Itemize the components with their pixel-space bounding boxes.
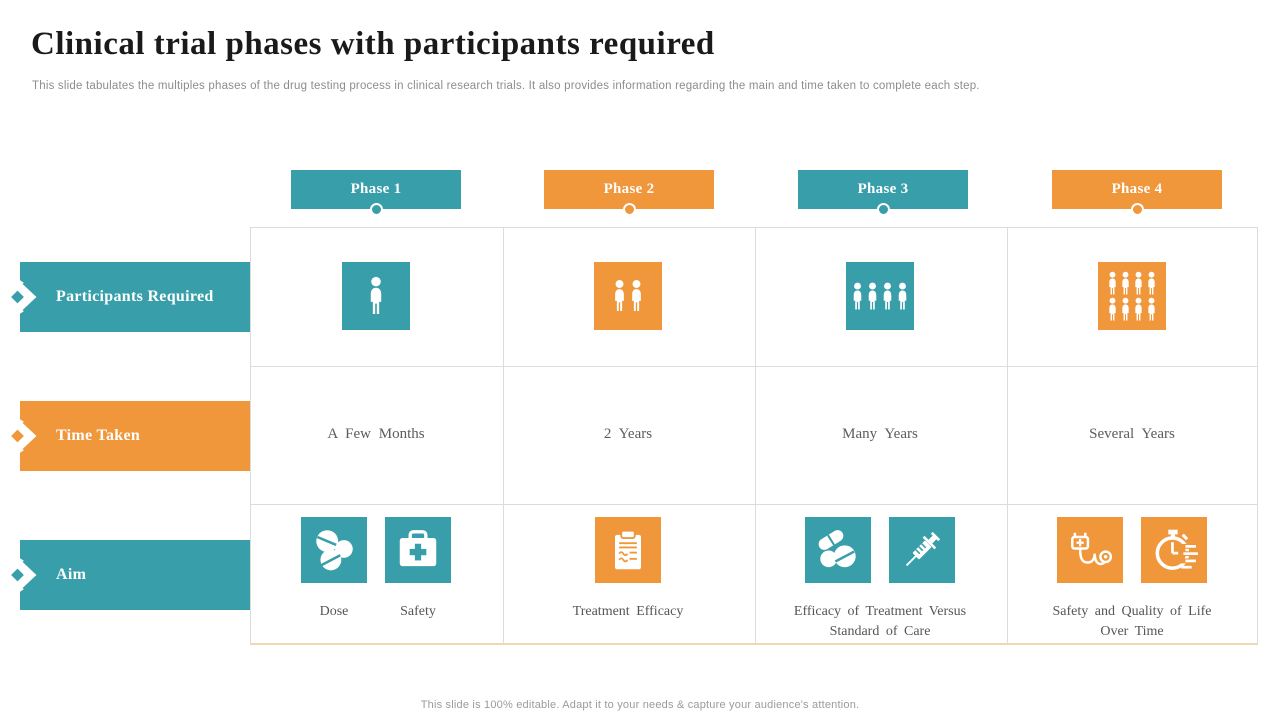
row-label-text: Participants Required: [20, 262, 250, 332]
person-icon: [1135, 271, 1142, 294]
phase-2-label: Phase 2: [544, 170, 714, 209]
person-icon: [1135, 297, 1142, 320]
aim-label: Treatment Efficacy: [572, 604, 684, 619]
participants-cell-phase-1: [250, 227, 502, 365]
time-cell-phase-4: Several Years: [1089, 425, 1175, 442]
stethoscope-icon: [1071, 532, 1113, 566]
grid-divider: [503, 228, 504, 643]
grid-divider: [251, 504, 1257, 505]
person-icon: [342, 262, 410, 330]
person-icon: [1109, 271, 1116, 294]
participants-cell-phase-4: [1006, 227, 1258, 365]
row-label-aim: Aim: [6, 540, 250, 610]
aim-cell-phase-1: Dose Safety: [250, 503, 502, 645]
aim-label: Dose: [319, 604, 349, 619]
stopwatch-icon: [1155, 529, 1199, 570]
time-cell-phase-2: 2 Years: [603, 425, 653, 442]
person-icon: [1148, 271, 1155, 294]
aim-label: Efficacy of Treatment Versus Standard of…: [793, 604, 967, 640]
phase-3-header: Phase 3: [798, 170, 968, 216]
row-label-text: Time Taken: [20, 401, 250, 471]
person-icon: [898, 282, 907, 309]
person-icon: [846, 262, 914, 330]
phase-3-label: Phase 3: [798, 170, 968, 209]
aim-cell-phase-4: Safety and Quality of Life Over Time: [1006, 503, 1258, 645]
aim-label-group: Dose Safety: [292, 602, 460, 622]
time-cell-phase-3: Many Years: [842, 425, 918, 442]
phase-1-header: Phase 1: [291, 170, 461, 216]
person-icon: [1109, 297, 1116, 320]
phase-4-header: Phase 4: [1052, 170, 1222, 216]
person-icon: [1098, 262, 1166, 330]
phase-2-header: Phase 2: [544, 170, 714, 216]
phase-3-dot: [876, 203, 890, 216]
syringe-icon: [905, 531, 941, 567]
person-icon: [615, 280, 624, 311]
row-label-participants-required: Participants Required: [6, 262, 250, 332]
phase-4-dot: [1130, 203, 1144, 216]
grid-divider: [1007, 228, 1008, 643]
participants-cell-phase-3: [754, 227, 1006, 365]
row-label-time-taken: Time Taken: [6, 401, 250, 471]
phase-2-dot: [622, 203, 636, 216]
time-cell-phase-1: A Few Months: [327, 425, 425, 442]
phase-4-label: Phase 4: [1052, 170, 1222, 209]
person-icon: [853, 282, 862, 309]
page-title: Clinical trial phases with participants …: [31, 26, 715, 62]
aim-label: Safety: [400, 604, 436, 619]
person-icon: [883, 282, 892, 309]
pills-icon: [818, 530, 856, 568]
person-icon: [868, 282, 877, 309]
clipboard-icon: [614, 529, 642, 570]
footer-note: This slide is 100% editable. Adapt it to…: [420, 699, 860, 711]
page-subtitle: This slide tabulates the multiples phase…: [32, 80, 980, 92]
row-label-text: Aim: [20, 540, 250, 610]
pills-icon: [316, 530, 353, 571]
phase-1-label: Phase 1: [291, 170, 461, 209]
aim-cell-phase-2: Treatment Efficacy: [502, 503, 754, 645]
table-grid: [250, 227, 1258, 645]
grid-divider: [755, 228, 756, 643]
person-icon: [1122, 297, 1129, 320]
person-icon: [1122, 271, 1129, 294]
grid-divider: [251, 366, 1257, 367]
person-icon: [632, 280, 641, 311]
person-icon: [370, 276, 382, 314]
first-aid-kit-icon: [399, 530, 437, 567]
person-icon: [594, 262, 662, 330]
aim-cell-phase-3: Efficacy of Treatment Versus Standard of…: [754, 503, 1006, 645]
aim-label: Safety and Quality of Life Over Time: [1052, 604, 1212, 640]
phase-1-dot: [369, 203, 383, 216]
participants-cell-phase-2: [502, 227, 754, 365]
person-icon: [1148, 297, 1155, 320]
